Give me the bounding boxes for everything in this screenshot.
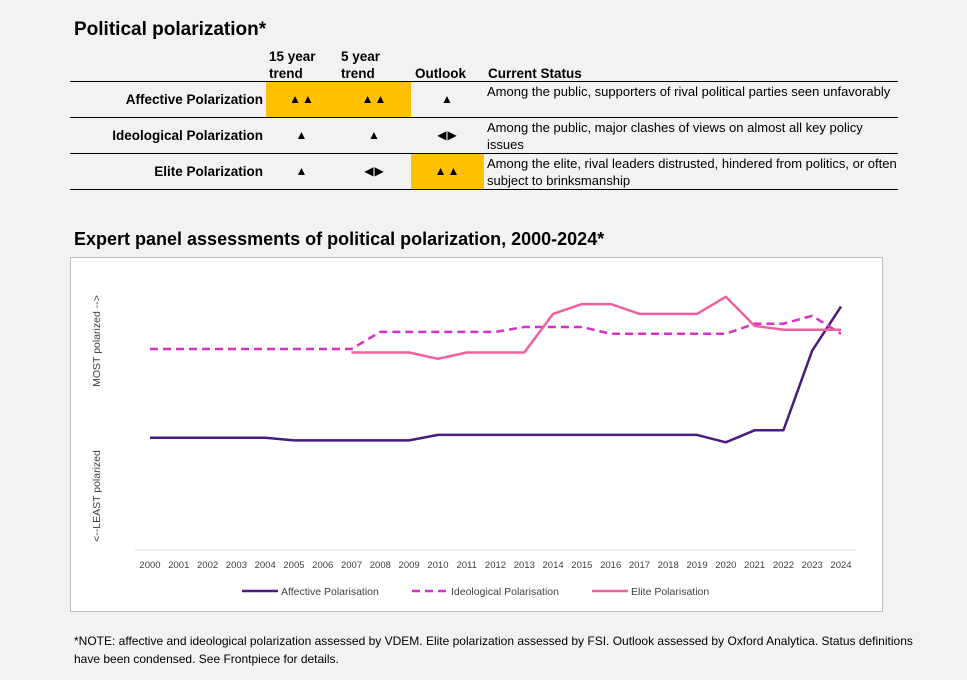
line-chart: 2000 2001 2002 2003 2004 2005 2006 2007 2008 2009… xyxy=(70,257,883,612)
table-row-affective: Affective Polarization ▲▲ ▲▲ ▲ Among the… xyxy=(70,82,898,118)
x-tick-label: 2018 xyxy=(658,560,679,571)
fifteen-year-trend: ▲ xyxy=(295,164,309,178)
row-name: Ideological Polarization xyxy=(112,128,263,143)
x-tick-label: 2001 xyxy=(168,560,189,571)
legend-label-1: Ideological Polarisation xyxy=(451,586,559,598)
row-name: Elite Polarization xyxy=(154,164,263,179)
current-status: Among the elite, rival leaders distruste… xyxy=(487,156,897,188)
header-5-year-line2: trend xyxy=(341,66,375,81)
fifteen-year-trend: ▲ xyxy=(295,128,309,142)
header-5-year-line1: 5 year xyxy=(341,49,381,64)
x-tick-label: 2003 xyxy=(226,560,247,571)
x-tick-label: 2020 xyxy=(715,560,736,571)
polarization-table: 15 year trend 5 year trend Outlook Curre… xyxy=(70,46,898,190)
x-tick-label: 2010 xyxy=(427,560,448,571)
x-tick-label: 2021 xyxy=(744,560,765,571)
page-title: Political polarization* xyxy=(74,19,267,40)
x-tick-label: 2016 xyxy=(600,560,621,571)
five-year-trend: ▲ xyxy=(368,128,381,142)
x-tick-label: 2024 xyxy=(830,560,851,571)
x-tick-label: 2015 xyxy=(571,560,592,571)
x-tick-label: 2005 xyxy=(283,560,304,571)
five-year-trend: ▲▲ xyxy=(338,82,411,117)
x-tick-label: 2011 xyxy=(456,560,476,571)
x-tick-label: 2008 xyxy=(370,560,391,571)
series-line-1 xyxy=(150,314,842,351)
fifteen-year-trend: ▲▲ xyxy=(266,82,338,117)
five-year-trend: ◀▶ xyxy=(364,164,385,178)
legend-label-2: Elite Polarisation xyxy=(631,586,709,598)
x-tick-label: 2014 xyxy=(543,560,564,571)
header-current-status: Current Status xyxy=(488,66,582,81)
x-tick-label: 2009 xyxy=(399,560,420,571)
footnote: *NOTE: affective and ideological polariz… xyxy=(74,634,913,666)
header-15-year-line2: trend xyxy=(269,66,303,81)
x-tick-label: 2017 xyxy=(629,560,650,571)
current-status: Among the public, supporters of rival po… xyxy=(487,84,891,99)
x-tick-label: 2006 xyxy=(312,560,333,571)
outlook: ◀▶ xyxy=(437,128,458,142)
x-tick-label: 2004 xyxy=(255,560,276,571)
table-row-elite: Elite Polarization ▲ ◀▶ ▲▲ Among the eli… xyxy=(70,154,898,190)
outlook: ▲▲ xyxy=(411,154,484,189)
chart-heading: Expert panel assessments of political po… xyxy=(74,229,605,249)
legend-label-0: Affective Polarisation xyxy=(281,586,379,598)
table-row-ideological: Ideological Polarization ▲ ▲ ◀▶ Among th… xyxy=(70,118,898,154)
x-tick-label: 2000 xyxy=(139,560,160,571)
series-line-0 xyxy=(150,305,843,444)
series-line-2 xyxy=(351,295,841,361)
x-tick-label: 2013 xyxy=(514,560,535,571)
x-tick-label: 2007 xyxy=(341,560,362,571)
header-15-year-line1: 15 year xyxy=(269,49,316,64)
x-tick-label: 2023 xyxy=(802,560,823,571)
table-header: 15 year trend 5 year trend Outlook Curre… xyxy=(70,46,898,82)
chart-svg: 2000 2001 2002 2003 2004 2005 2006 2007 2008 2009… xyxy=(91,295,856,598)
current-status: Among the public, major clashes of views… xyxy=(487,120,863,152)
x-tick-label: 2022 xyxy=(773,560,794,571)
outlook: ▲ xyxy=(441,92,454,106)
row-name: Affective Polarization xyxy=(125,92,263,107)
header-outlook: Outlook xyxy=(415,66,466,81)
x-tick-label: 2019 xyxy=(686,560,707,571)
x-tick-label: 2002 xyxy=(197,560,218,571)
y-axis-label-top: MOST polarized --> xyxy=(91,295,103,387)
y-axis-label-bottom: <--LEAST polarized xyxy=(91,450,103,542)
x-tick-label: 2012 xyxy=(485,560,506,571)
